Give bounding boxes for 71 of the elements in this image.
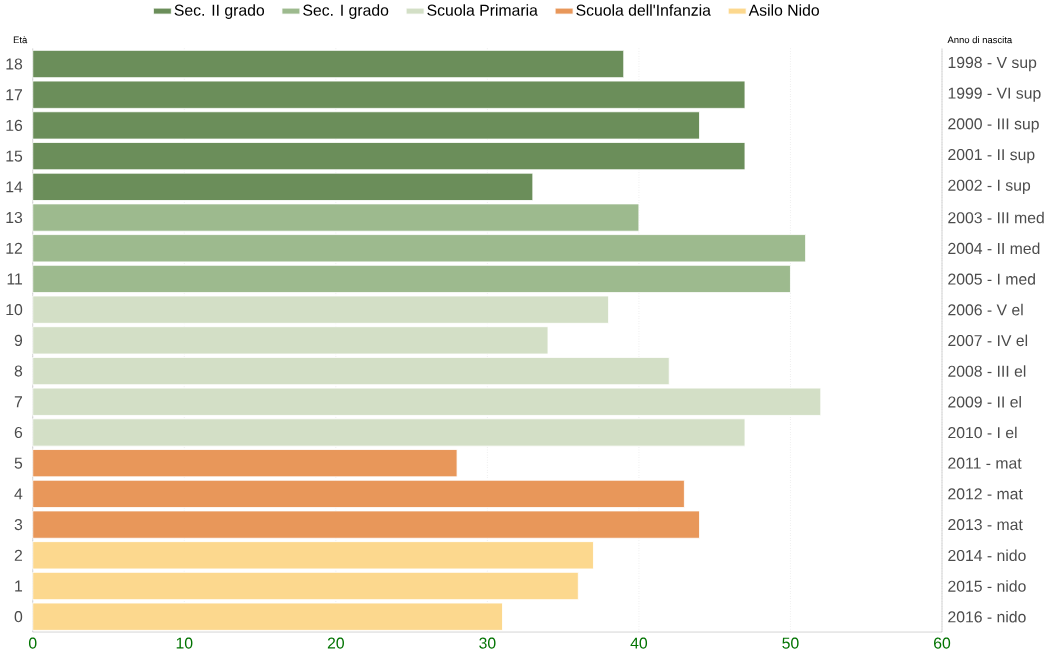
legend-label: Sec. II grado <box>174 4 265 19</box>
y-tick-label: 11 <box>7 273 23 285</box>
y2-tick-label: 2006 - V el <box>948 303 1023 316</box>
y-tick-label: 0 <box>14 611 23 623</box>
y-tick-label: 8 <box>14 365 23 377</box>
y-tick-label: 3 <box>14 519 23 531</box>
y2-tick-label: 1999 - VI sup <box>948 87 1041 102</box>
y2-tick-label: 2004 - II med <box>948 242 1040 255</box>
y2-tick-label: 2008 - III el <box>948 365 1026 377</box>
y-tick-label: 13 <box>6 211 23 224</box>
y2-tick-label: 2009 - II el <box>948 396 1021 408</box>
bar <box>32 510 700 539</box>
y-tick-label: 1 <box>15 580 23 592</box>
y2-tick-label: 2010 - I el <box>948 426 1017 439</box>
y-tick-label: 15 <box>6 150 23 162</box>
bar <box>32 295 610 324</box>
y-axis-title: Età <box>13 36 28 44</box>
y2-tick-label: 1998 - V sup <box>948 56 1037 72</box>
bar <box>32 387 822 416</box>
bar <box>32 602 503 631</box>
bar <box>32 479 685 509</box>
y2-tick-label: 2014 - nido <box>948 549 1026 562</box>
bar <box>32 326 549 355</box>
y-tick-label: 18 <box>6 58 23 70</box>
legend-label: Asilo Nido <box>748 4 819 16</box>
y2-tick-label: 2012 - mat <box>948 488 1023 500</box>
x-tick-label: 60 <box>934 637 951 649</box>
y2-tick-label: 2015 - nido <box>948 580 1026 592</box>
bar <box>32 418 746 447</box>
legend-label: Scuola dell'Infanzia <box>576 4 711 16</box>
y2-tick-label: 2001 - II sup <box>948 149 1035 164</box>
bar <box>32 172 534 201</box>
y2-tick-label: 2003 - III med <box>948 211 1044 224</box>
y2-tick-label: 2011 - mat <box>948 457 1022 469</box>
y-tick-label: 12 <box>6 242 22 254</box>
bar <box>32 234 807 263</box>
y2-tick-label: 2002 - I sup <box>948 179 1031 194</box>
x-tick-label: 40 <box>630 637 648 649</box>
bar <box>32 111 700 140</box>
bar <box>32 571 579 601</box>
bar <box>32 357 670 386</box>
bar <box>32 142 746 171</box>
y-tick-label: 16 <box>6 119 23 132</box>
y-tick-label: 4 <box>14 488 23 500</box>
y-tick-label: 7 <box>14 396 22 408</box>
legend-label: Sec. I grado <box>303 4 389 19</box>
bar <box>32 203 640 232</box>
y2-axis-title: Anno di nascita <box>947 36 1013 44</box>
y-tick-label: 10 <box>6 304 23 316</box>
x-tick-label: 50 <box>782 637 799 649</box>
y-tick-label: 14 <box>6 181 23 193</box>
y2-tick-label: 2005 - I med <box>948 273 1035 285</box>
bar <box>32 49 625 79</box>
y2-tick-label: 2007 - IV el <box>948 334 1028 347</box>
y-tick-label: 5 <box>14 457 23 469</box>
bar <box>32 449 458 478</box>
y-tick-label: 9 <box>14 334 23 346</box>
x-tick-label: 30 <box>479 637 496 649</box>
x-tick-label: 0 <box>28 637 37 649</box>
x-tick-label: 10 <box>176 637 193 649</box>
y-tick-label: 17 <box>6 89 22 101</box>
y2-tick-label: 2000 - III sup <box>948 118 1039 133</box>
y2-tick-label: 2013 - mat <box>948 519 1023 531</box>
bar <box>32 80 746 109</box>
y2-tick-label: 2016 - nido <box>948 610 1026 623</box>
y-tick-label: 2 <box>14 549 22 561</box>
legend-label: Scuola Primaria <box>427 4 538 16</box>
bar <box>32 541 594 570</box>
y-tick-label: 6 <box>14 426 23 439</box>
bar <box>32 264 791 294</box>
x-tick-label: 20 <box>327 637 344 649</box>
